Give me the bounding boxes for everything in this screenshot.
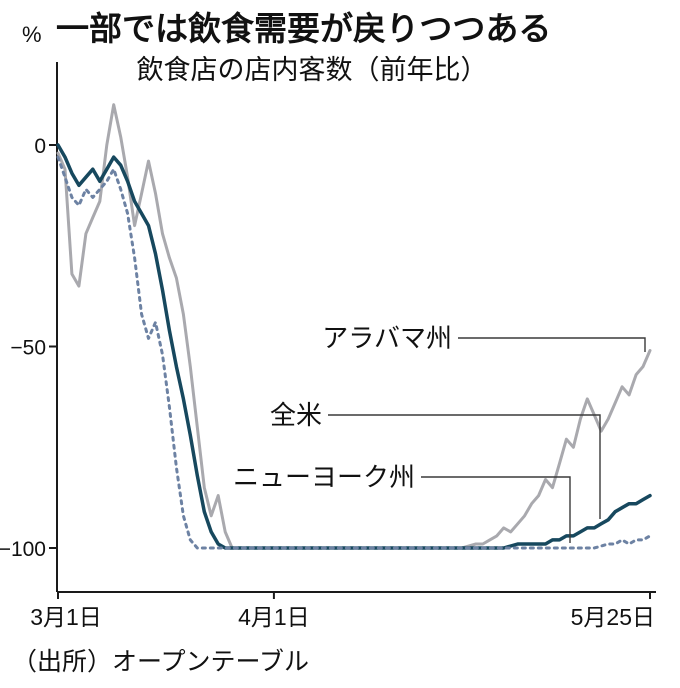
annotation-leader-alabama [458,337,646,352]
x-tick-label: 5月25日 [571,604,655,630]
annotation-label-alabama: アラバマ州 [322,323,452,353]
annotation-label-new-york: ニューヨーク州 [233,462,415,492]
x-tick-label: 4月1日 [238,604,310,630]
series-line-new-york [56,155,652,550]
chart-subtitle: 飲食店の店内客数（前年比） [136,55,488,85]
y-tick-label: −100 [0,538,46,561]
annotation-label-nationwide: 全米 [270,400,322,430]
page-title: 一部では飲食需要が戻りつつある [56,10,552,47]
source-note: （出所）オープンテーブル [12,648,310,676]
annotation-leader-nationwide [328,414,601,519]
y-tick-label: 0 [34,135,46,158]
y-axis-unit-label: % [22,22,42,47]
annotation-leader-new-york [421,476,571,543]
x-tick-label: 3月1日 [30,604,102,630]
y-tick-label: −50 [10,337,46,360]
